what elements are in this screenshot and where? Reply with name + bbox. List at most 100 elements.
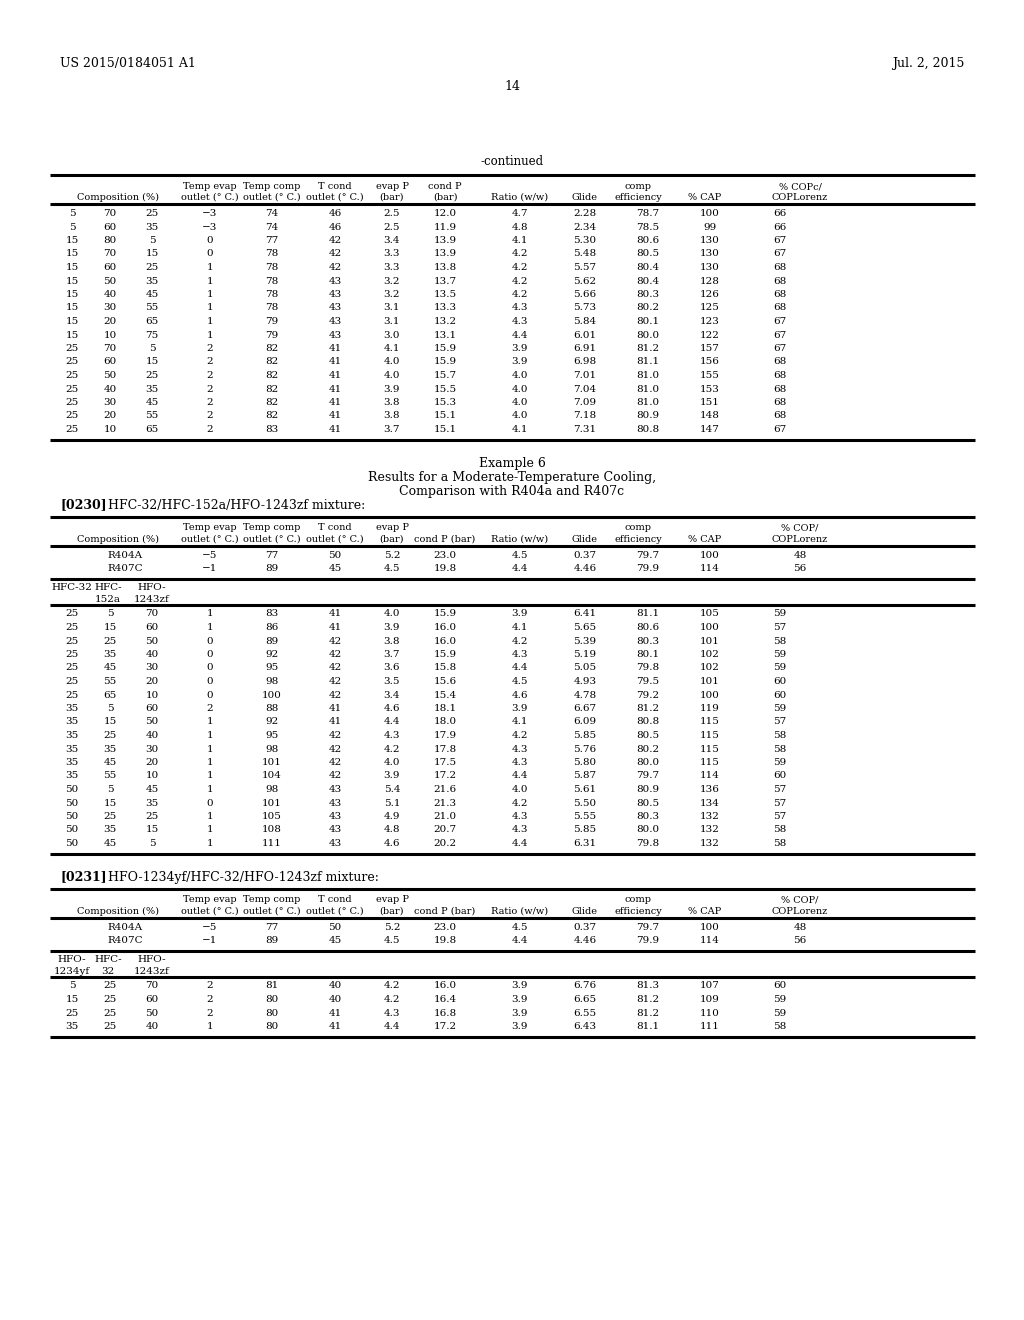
Text: 70: 70 [103, 345, 117, 352]
Text: 50: 50 [66, 799, 79, 808]
Text: 3.9: 3.9 [384, 771, 400, 780]
Text: 15: 15 [103, 623, 117, 632]
Text: 15: 15 [145, 358, 159, 367]
Text: 80.1: 80.1 [637, 317, 659, 326]
Text: 43: 43 [329, 317, 342, 326]
Text: outlet (° C.): outlet (° C.) [306, 907, 364, 916]
Text: R407C: R407C [108, 564, 142, 573]
Text: 1: 1 [207, 623, 213, 632]
Text: 2: 2 [207, 704, 213, 713]
Text: 4.0: 4.0 [384, 358, 400, 367]
Text: 80.6: 80.6 [637, 623, 659, 632]
Text: 68: 68 [773, 304, 786, 313]
Text: 114: 114 [700, 564, 720, 573]
Text: 4.46: 4.46 [573, 936, 597, 945]
Text: 15: 15 [66, 276, 79, 285]
Text: Temp evap: Temp evap [183, 524, 237, 532]
Text: 6.98: 6.98 [573, 358, 597, 367]
Text: 4.0: 4.0 [512, 384, 528, 393]
Text: % COP/: % COP/ [781, 524, 818, 532]
Text: 6.31: 6.31 [573, 840, 597, 847]
Text: 5.4: 5.4 [384, 785, 400, 795]
Text: 115: 115 [700, 744, 720, 754]
Text: 81: 81 [265, 982, 279, 990]
Text: [0231]: [0231] [60, 870, 106, 883]
Text: 81.1: 81.1 [637, 610, 659, 619]
Text: 19.8: 19.8 [433, 936, 457, 945]
Text: outlet (° C.): outlet (° C.) [181, 907, 239, 916]
Text: HFO-: HFO- [137, 583, 166, 593]
Text: 1: 1 [207, 812, 213, 821]
Text: (bar): (bar) [380, 907, 404, 916]
Text: 40: 40 [103, 290, 117, 300]
Text: 4.3: 4.3 [512, 317, 528, 326]
Text: 25: 25 [66, 649, 79, 659]
Text: 17.2: 17.2 [433, 771, 457, 780]
Text: 2.5: 2.5 [384, 209, 400, 218]
Text: 60: 60 [145, 704, 159, 713]
Text: 4.2: 4.2 [384, 995, 400, 1005]
Text: 20: 20 [145, 758, 159, 767]
Text: 80.8: 80.8 [637, 425, 659, 434]
Text: 15.7: 15.7 [433, 371, 457, 380]
Text: outlet (° C.): outlet (° C.) [181, 193, 239, 202]
Text: 1243zf: 1243zf [134, 966, 170, 975]
Text: 81.0: 81.0 [637, 399, 659, 407]
Text: 80.9: 80.9 [637, 412, 659, 421]
Text: 98: 98 [265, 744, 279, 754]
Text: 50: 50 [145, 718, 159, 726]
Text: 1: 1 [207, 610, 213, 619]
Text: 78: 78 [265, 290, 279, 300]
Text: 30: 30 [145, 664, 159, 672]
Text: 80.0: 80.0 [637, 825, 659, 834]
Text: 67: 67 [773, 425, 786, 434]
Text: 15.3: 15.3 [433, 399, 457, 407]
Text: 136: 136 [700, 785, 720, 795]
Text: 78: 78 [265, 276, 279, 285]
Text: 80.8: 80.8 [637, 718, 659, 726]
Text: 40: 40 [329, 995, 342, 1005]
Text: 5.80: 5.80 [573, 758, 597, 767]
Text: 5.57: 5.57 [573, 263, 597, 272]
Text: 79.8: 79.8 [637, 840, 659, 847]
Text: 6.55: 6.55 [573, 1008, 597, 1018]
Text: 1: 1 [207, 825, 213, 834]
Text: 40: 40 [103, 384, 117, 393]
Text: 3.9: 3.9 [512, 345, 528, 352]
Text: 5.65: 5.65 [573, 623, 597, 632]
Text: 16.0: 16.0 [433, 636, 457, 645]
Text: −5: −5 [203, 923, 218, 932]
Text: 1: 1 [207, 276, 213, 285]
Text: 123: 123 [700, 317, 720, 326]
Text: 4.0: 4.0 [512, 412, 528, 421]
Text: 40: 40 [145, 731, 159, 741]
Text: 41: 41 [329, 384, 342, 393]
Text: 30: 30 [103, 399, 117, 407]
Text: 4.4: 4.4 [512, 330, 528, 339]
Text: 5.87: 5.87 [573, 771, 597, 780]
Text: 153: 153 [700, 384, 720, 393]
Text: 130: 130 [700, 263, 720, 272]
Text: 1: 1 [207, 290, 213, 300]
Text: outlet (° C.): outlet (° C.) [243, 193, 301, 202]
Text: 4.0: 4.0 [512, 785, 528, 795]
Text: 4.93: 4.93 [573, 677, 597, 686]
Text: 0: 0 [207, 636, 213, 645]
Text: R407C: R407C [108, 936, 142, 945]
Text: 3.9: 3.9 [512, 704, 528, 713]
Text: 92: 92 [265, 649, 279, 659]
Text: 80: 80 [265, 995, 279, 1005]
Text: 70: 70 [103, 209, 117, 218]
Text: 81.0: 81.0 [637, 384, 659, 393]
Text: 16.4: 16.4 [433, 995, 457, 1005]
Text: 101: 101 [262, 758, 282, 767]
Text: 45: 45 [145, 785, 159, 795]
Text: 20.2: 20.2 [433, 840, 457, 847]
Text: 92: 92 [265, 718, 279, 726]
Text: 5.73: 5.73 [573, 304, 597, 313]
Text: 1: 1 [207, 317, 213, 326]
Text: 68: 68 [773, 399, 786, 407]
Text: 80.3: 80.3 [637, 812, 659, 821]
Text: 79.5: 79.5 [637, 677, 659, 686]
Text: 89: 89 [265, 636, 279, 645]
